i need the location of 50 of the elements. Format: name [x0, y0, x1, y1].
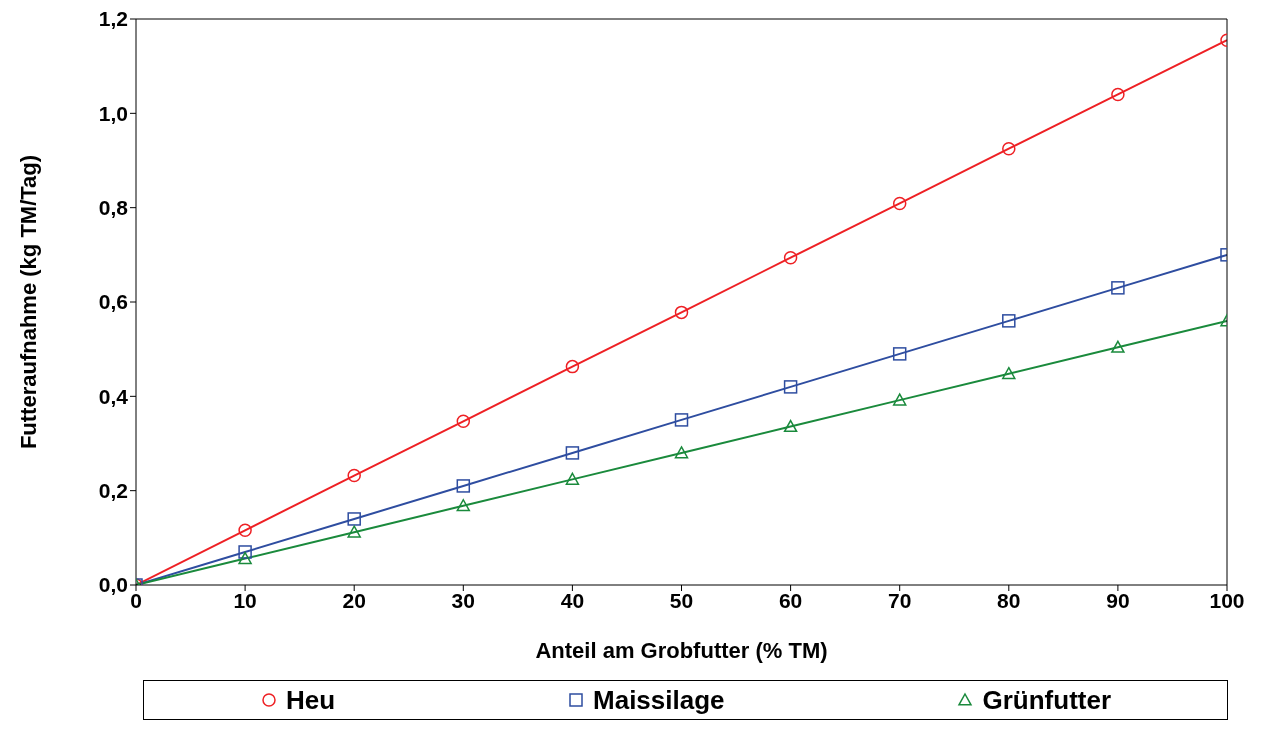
- x-tick-label: 20: [342, 588, 366, 612]
- point: [674, 305, 689, 320]
- x-tick-label: 100: [1209, 588, 1245, 612]
- point: [783, 380, 798, 394]
- point: [565, 446, 580, 460]
- x-tick-label: 70: [888, 588, 912, 612]
- point: [565, 472, 580, 485]
- x-tick-label: 0: [130, 588, 142, 612]
- y-tick-label: 0,0: [98, 573, 128, 597]
- y-tick-label: 0,2: [98, 479, 128, 503]
- point: [674, 446, 689, 459]
- y-tick-label: 1,2: [98, 7, 128, 31]
- point: [565, 359, 580, 374]
- point: [892, 347, 907, 361]
- point: [892, 196, 907, 211]
- x-tick-label: 60: [778, 588, 803, 612]
- x-tick-label: 30: [451, 588, 475, 612]
- x-tick-label: 80: [997, 588, 1021, 612]
- legend-label: Grünfutter: [982, 684, 1112, 716]
- point: [456, 499, 471, 512]
- x-tick-label: 10: [233, 588, 257, 612]
- y-tick-label: 0,4: [98, 384, 129, 408]
- x-tick-label: 50: [669, 588, 694, 612]
- point: [456, 479, 471, 493]
- point: [456, 414, 471, 429]
- point: [1111, 87, 1125, 102]
- y-tick-label: 0,8: [98, 196, 129, 220]
- point: [347, 468, 361, 483]
- point: [892, 393, 907, 406]
- point: [1002, 366, 1016, 380]
- point: [1111, 281, 1125, 295]
- y-axis-title: Futteraufnahme (kg TM/Tag): [15, 154, 41, 450]
- x-tick-label: 90: [1106, 588, 1130, 612]
- y-tick-label: 1,0: [98, 101, 128, 125]
- x-axis-title: Anteil am Grobfutter (% TM): [535, 638, 828, 663]
- point: [238, 523, 252, 538]
- point: [1002, 314, 1016, 328]
- point: [783, 250, 798, 265]
- point: [238, 545, 252, 559]
- point: [674, 413, 689, 427]
- y-tick-label: 0,6: [98, 290, 128, 314]
- point: [1111, 340, 1125, 353]
- legend-label: Heu: [285, 684, 336, 716]
- point: [238, 551, 252, 565]
- point: [347, 512, 361, 526]
- point: [347, 525, 361, 538]
- x-tick-label: 40: [560, 588, 585, 612]
- point: [1002, 141, 1016, 156]
- point: [783, 419, 798, 433]
- legend-label: Maissilage: [593, 684, 725, 716]
